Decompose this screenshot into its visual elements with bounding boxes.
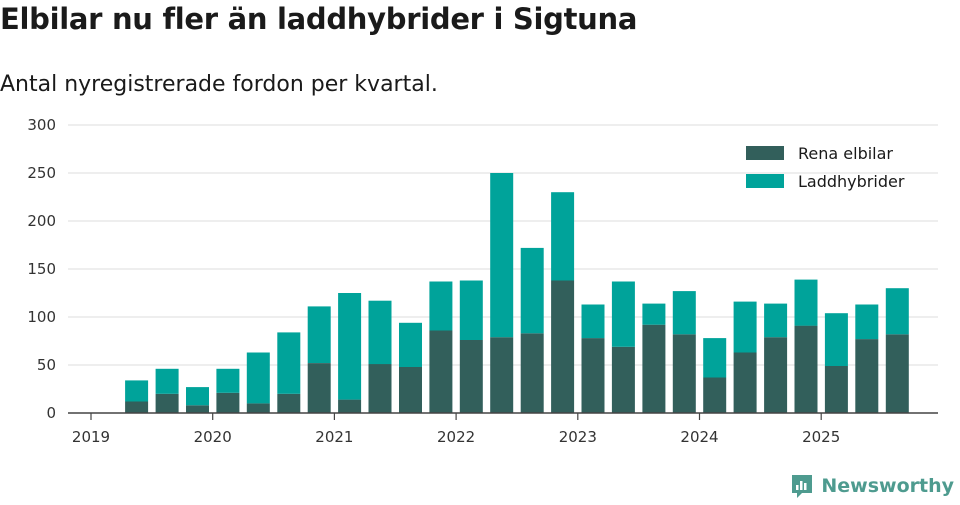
bar-rena-elbilar-2020Q4 [307, 363, 331, 413]
bar-laddhybrider-2025Q1 [824, 313, 848, 366]
bar-laddhybrider-2024Q4 [794, 279, 818, 326]
bar-rena-elbilar-2023Q1 [581, 338, 605, 413]
bar-laddhybrider-2022Q4 [551, 192, 575, 281]
bar-rena-elbilar-2023Q4 [672, 334, 696, 413]
bar-rena-elbilar-2022Q2 [490, 337, 514, 413]
bar-rena-elbilar-2025Q2 [855, 339, 879, 413]
x-tick-label: 2023 [559, 428, 597, 446]
bar-rena-elbilar-2025Q1 [824, 366, 848, 413]
bar-laddhybrider-2024Q2 [733, 301, 757, 353]
bar-laddhybrider-2020Q3 [277, 332, 301, 394]
bar-rena-elbilar-2019Q4 [186, 405, 209, 413]
legend-swatch-laddhybrider [746, 174, 784, 188]
bar-rena-elbilar-2021Q4 [429, 330, 453, 413]
bars [125, 173, 909, 413]
bar-rena-elbilar-2023Q2 [611, 346, 635, 413]
bar-laddhybrider-2021Q2 [368, 300, 392, 365]
legend-label-laddhybrider: Laddhybrider [798, 172, 905, 191]
x-tick-label: 2022 [437, 428, 475, 446]
bar-laddhybrider-2023Q3 [642, 303, 666, 325]
newsworthy-logo: Newsworthy [789, 473, 954, 499]
legend-swatch-rena-elbilar [746, 146, 784, 160]
bar-rena-elbilar-2024Q2 [733, 352, 757, 413]
bar-laddhybrider-2022Q2 [490, 173, 514, 338]
chart-subtitle: Antal nyregistrerade fordon per kvartal. [0, 72, 438, 97]
y-axis: 0 50 100 150 200 250 300 [27, 116, 56, 422]
x-tick-label: 2021 [315, 428, 353, 446]
y-tick-label: 200 [27, 212, 56, 230]
bar-laddhybrider-2025Q2 [855, 304, 879, 340]
bar-rena-elbilar-2020Q1 [216, 392, 240, 413]
bar-laddhybrider-2019Q4 [186, 387, 209, 406]
bar-laddhybrider-2020Q4 [307, 306, 331, 363]
y-tick-label: 100 [27, 308, 56, 326]
bar-rena-elbilar-2024Q4 [794, 325, 818, 413]
bar-rena-elbilar-2021Q3 [399, 366, 422, 413]
x-tick-label: 2019 [72, 428, 110, 446]
bar-rena-elbilar-2025Q3 [885, 334, 909, 413]
brand-name: Newsworthy [821, 475, 954, 497]
y-tick-label: 250 [27, 164, 56, 182]
y-tick-label: 50 [37, 356, 56, 374]
bar-laddhybrider-2024Q3 [764, 303, 788, 338]
bar-rena-elbilar-2019Q2 [125, 401, 149, 413]
bar-laddhybrider-2021Q4 [429, 281, 453, 331]
x-tick-label: 2024 [680, 428, 718, 446]
x-tick-label: 2025 [802, 428, 840, 446]
bar-rena-elbilar-2022Q4 [551, 280, 575, 413]
bar-laddhybrider-2022Q3 [520, 247, 544, 334]
legend: Rena elbilar Laddhybrider [746, 144, 905, 191]
bar-laddhybrider-2023Q4 [672, 291, 696, 335]
chart-title: Elbilar nu fler än laddhybrider i Sigtun… [0, 2, 638, 36]
x-tick-label: 2020 [194, 428, 232, 446]
y-tick-label: 300 [27, 116, 56, 134]
bar-rena-elbilar-2023Q3 [642, 324, 666, 413]
y-tick-label: 150 [27, 260, 56, 278]
bar-laddhybrider-2024Q1 [703, 338, 727, 378]
bar-laddhybrider-2020Q1 [216, 368, 240, 393]
bar-laddhybrider-2023Q2 [611, 281, 635, 347]
bar-rena-elbilar-2024Q1 [703, 377, 727, 413]
bar-rena-elbilar-2020Q3 [277, 393, 301, 413]
bar-laddhybrider-2020Q2 [246, 352, 270, 404]
bar-rena-elbilar-2024Q3 [764, 337, 788, 413]
y-tick-label: 0 [46, 404, 56, 422]
bar-laddhybrider-2022Q1 [459, 280, 483, 340]
bar-rena-elbilar-2020Q2 [246, 403, 270, 413]
bar-rena-elbilar-2022Q1 [459, 340, 483, 413]
bar-laddhybrider-2019Q3 [155, 368, 179, 394]
legend-label-rena-elbilar: Rena elbilar [798, 144, 893, 163]
bar-laddhybrider-2019Q2 [125, 380, 149, 402]
bar-rena-elbilar-2019Q3 [155, 393, 179, 413]
bar-rena-elbilar-2021Q1 [338, 399, 362, 413]
newsworthy-icon [792, 475, 813, 498]
bar-laddhybrider-2023Q1 [581, 304, 605, 339]
x-axis: 2019 2020 2021 2022 2023 2024 2025 [72, 413, 840, 446]
bar-rena-elbilar-2021Q2 [368, 364, 392, 413]
bar-rena-elbilar-2022Q3 [520, 333, 544, 413]
bar-laddhybrider-2021Q1 [338, 293, 362, 400]
bar-laddhybrider-2021Q3 [399, 322, 422, 367]
bar-laddhybrider-2025Q3 [885, 288, 909, 335]
